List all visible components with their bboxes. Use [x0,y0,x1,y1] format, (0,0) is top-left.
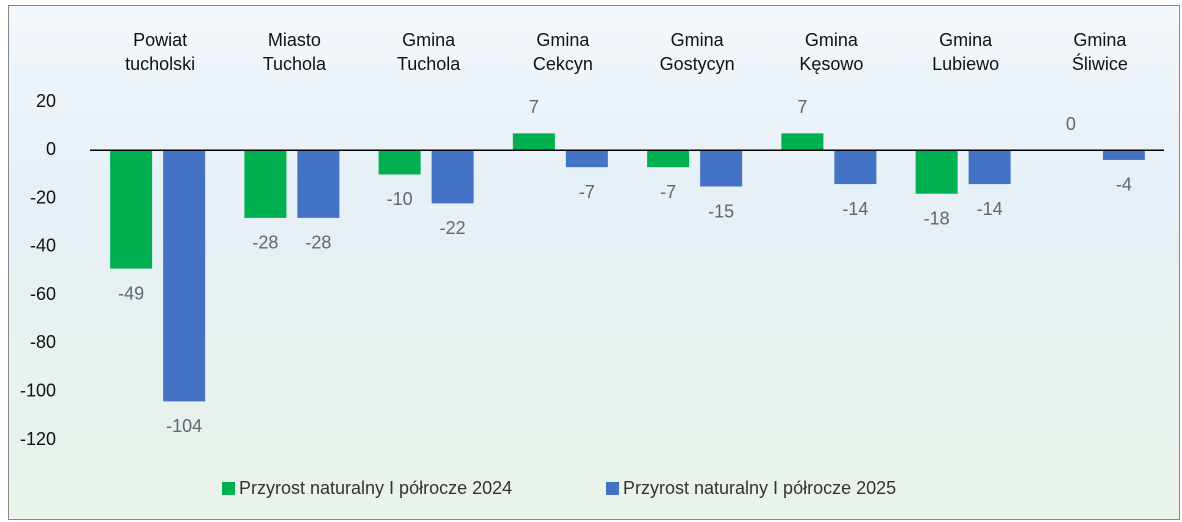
data-label: -10 [387,189,413,209]
data-label: 7 [529,97,539,117]
legend-swatch [222,482,235,495]
bar [378,150,421,175]
data-label: -28 [305,233,331,253]
data-label: -4 [1116,175,1132,195]
bar [163,150,206,402]
category-label: Miasto Tuchola [262,30,327,74]
y-tick-label: -60 [30,284,56,304]
bar [1102,150,1145,160]
legend-label: Przyrost naturalny I półrocze 2025 [623,478,896,498]
data-label: -28 [252,233,278,253]
bar [565,150,608,168]
category-label: Gmina Cekcyn [532,30,593,74]
legend-label: Przyrost naturalny I półrocze 2024 [239,478,512,498]
category-label: Gmina Kęsowo [799,30,864,74]
bar [244,150,287,218]
bar [110,150,153,269]
y-tick-label: -20 [30,187,56,207]
y-tick-label: -40 [30,236,56,256]
bar [431,150,474,204]
data-label: -7 [579,182,595,202]
data-label: -18 [924,208,950,228]
bar [700,150,743,187]
category-label: Gmina Śliwice [1071,30,1128,74]
bar [834,150,877,185]
data-label: 7 [797,97,807,117]
category-label: Gmina Gostycyn [659,30,735,74]
bar [512,133,555,151]
data-label: -104 [166,416,202,436]
y-tick-label: -80 [30,332,56,352]
y-tick-label: -100 [20,380,56,400]
category-label: Gmina Lubiewo [932,30,1000,74]
data-label: -7 [660,182,676,202]
y-tick-label: 0 [46,139,56,159]
category-label: Gmina Tuchola [396,30,461,74]
data-label: -22 [440,218,466,238]
data-label: -14 [842,199,868,219]
category-label: Powiat tucholski [125,30,196,74]
bar [647,150,690,168]
data-label: -14 [977,199,1003,219]
bar [915,150,958,194]
legend-swatch [606,482,619,495]
bar [968,150,1011,185]
data-label: -15 [708,201,734,221]
data-label: -49 [118,283,144,303]
data-label: 0 [1066,114,1076,134]
y-tick-label: 20 [36,91,56,111]
bar [297,150,340,218]
y-tick-label: -120 [20,429,56,449]
bar [781,133,824,151]
